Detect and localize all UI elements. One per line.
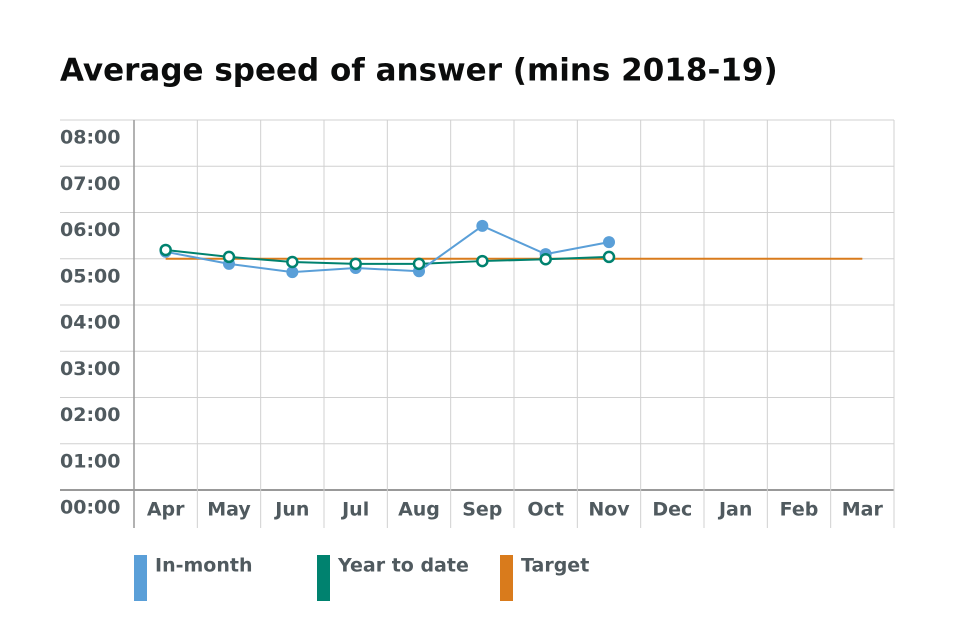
legend-swatch bbox=[134, 555, 147, 601]
data-point bbox=[476, 219, 489, 232]
y-tick-label: 05:00 bbox=[60, 265, 120, 287]
y-tick-label: 08:00 bbox=[60, 127, 120, 149]
x-tick-label: Mar bbox=[842, 499, 884, 521]
data-point bbox=[476, 254, 489, 268]
series-line bbox=[165, 248, 610, 265]
y-tick-label: 06:00 bbox=[60, 219, 120, 241]
x-tick-label: Feb bbox=[780, 499, 819, 521]
x-tick-label: Jan bbox=[717, 499, 752, 521]
y-tick-label: 00:00 bbox=[60, 497, 120, 519]
data-point bbox=[286, 266, 299, 279]
y-tick-label: 07:00 bbox=[60, 173, 120, 195]
legend-swatch bbox=[317, 555, 330, 601]
x-tick-label: May bbox=[207, 499, 251, 521]
legend-label: In-month bbox=[155, 555, 252, 577]
legend-label: Year to date bbox=[337, 555, 469, 577]
y-tick-label: 02:00 bbox=[60, 404, 120, 426]
x-tick-label: Aug bbox=[398, 499, 440, 521]
x-tick-label: Apr bbox=[147, 499, 185, 521]
data-point bbox=[412, 257, 426, 271]
legend-label: Target bbox=[521, 555, 589, 577]
x-tick-label: Dec bbox=[652, 499, 692, 521]
data-point bbox=[603, 236, 615, 249]
y-tick-label: 03:00 bbox=[60, 358, 120, 380]
data-point bbox=[222, 250, 236, 264]
x-tick-label: Jul bbox=[340, 499, 369, 521]
chart-title: Average speed of answer (mins 2018-19) bbox=[60, 53, 778, 89]
y-tick-label: 04:00 bbox=[60, 312, 120, 334]
x-tick-label: Nov bbox=[588, 499, 630, 521]
data-point bbox=[602, 250, 616, 264]
x-tick-label: Jun bbox=[273, 499, 309, 521]
x-tick-label: Sep bbox=[462, 499, 502, 521]
y-tick-label: 01:00 bbox=[60, 450, 120, 472]
data-point bbox=[539, 252, 552, 266]
data-point bbox=[286, 255, 299, 269]
data-point bbox=[159, 243, 172, 257]
data-point bbox=[349, 257, 362, 271]
legend-swatch bbox=[500, 555, 513, 601]
series-line bbox=[165, 224, 610, 274]
x-tick-label: Oct bbox=[527, 499, 564, 521]
